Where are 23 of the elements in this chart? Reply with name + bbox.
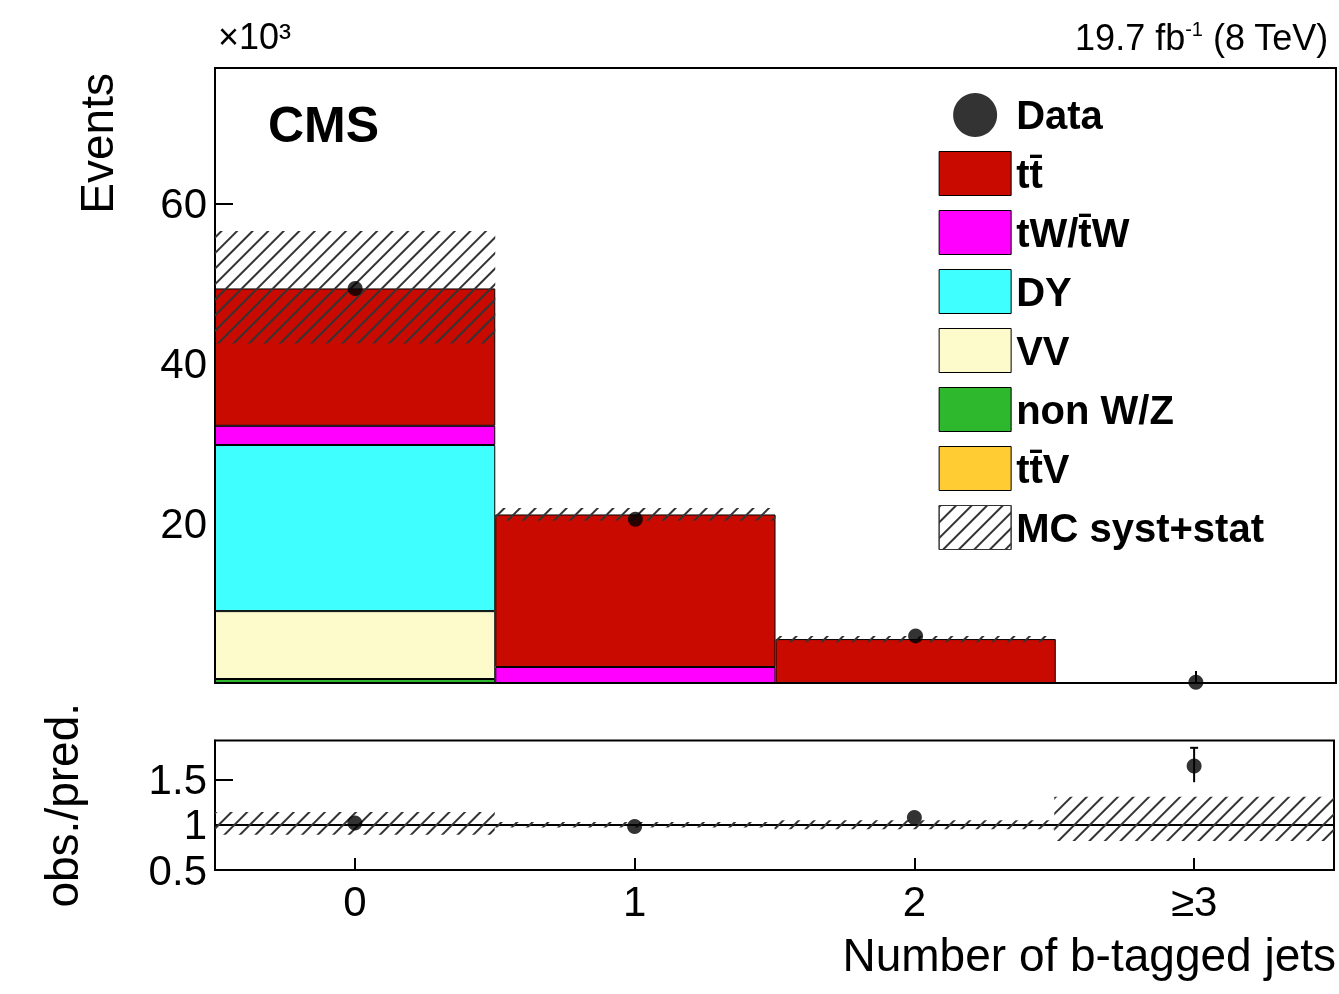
legend-label: VV xyxy=(1016,328,1070,373)
y-tick-label: 1 xyxy=(183,801,207,849)
y-tick-label: 0.5 xyxy=(148,846,207,894)
y-axis-title: Events xyxy=(71,73,123,214)
x-tick-label: ≥3 xyxy=(1170,877,1218,925)
text: ×10³ xyxy=(218,15,292,57)
legend-label: non W/Z xyxy=(1016,387,1174,432)
y-axis-title: obs./pred. xyxy=(36,703,88,908)
y-tick-label: 1.5 xyxy=(148,755,207,803)
x-axis-title: Number of b-tagged jets xyxy=(842,929,1336,981)
legend-label: MC syst+stat xyxy=(1016,505,1264,550)
x-tick-label: 0 xyxy=(343,877,367,925)
legend-label: tt̄ xyxy=(1016,151,1043,196)
annotation: CMS xyxy=(268,97,380,153)
legend-label: tt̄V xyxy=(1016,446,1070,491)
y-tick-label: 40 xyxy=(160,340,207,388)
y-tick-label: 20 xyxy=(160,499,207,547)
legend-label: Data xyxy=(1016,93,1104,137)
legend-label: tW/t̄W xyxy=(1016,210,1130,255)
x-tick-label: 1 xyxy=(622,877,647,925)
x-tick-label: 2 xyxy=(902,877,927,925)
legend-label: DY xyxy=(1016,269,1073,314)
y-tick-label: 60 xyxy=(160,180,207,228)
